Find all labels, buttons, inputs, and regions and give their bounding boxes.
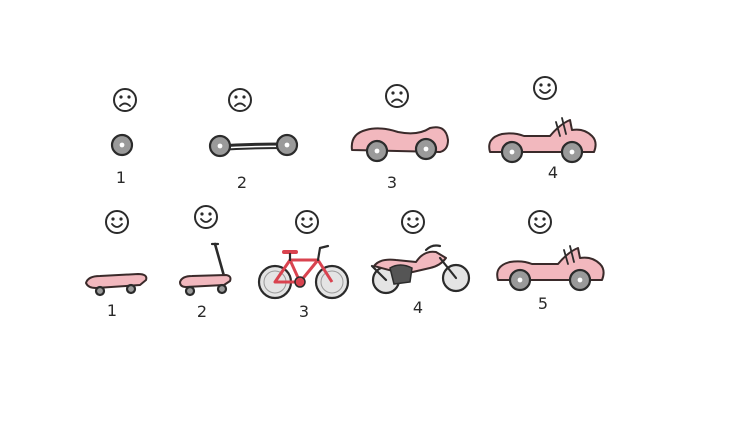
wheel-icon <box>110 133 134 157</box>
motorcycle-icon <box>370 244 471 295</box>
step-label: 4 <box>548 163 558 182</box>
happy-face-icon <box>401 210 425 234</box>
happy-face-icon <box>295 210 319 234</box>
car-icon <box>489 118 595 162</box>
step-label: 1 <box>116 168 126 187</box>
car-icon <box>497 246 603 290</box>
car-body-icon <box>350 126 449 163</box>
top-step-1: 1 <box>110 88 137 187</box>
axle-icon <box>208 133 299 158</box>
step-label: 5 <box>538 294 548 313</box>
happy-face-icon <box>533 76 557 100</box>
step-label: 1 <box>107 301 117 320</box>
step-label: 3 <box>299 302 309 321</box>
step-label: 4 <box>413 298 423 317</box>
top-step-2: 2 <box>208 88 299 192</box>
top-step-3: 3 <box>350 84 449 192</box>
bottom-step-5: 5 <box>497 210 603 313</box>
bottom-step-3: 3 <box>257 210 350 321</box>
sad-face-icon <box>228 88 252 112</box>
step-label: 2 <box>237 173 247 192</box>
happy-face-icon <box>194 205 218 229</box>
skateboard-icon <box>85 273 148 297</box>
bottom-step-2: 2 <box>179 205 232 321</box>
sad-face-icon <box>113 88 137 112</box>
scooter-icon <box>179 242 232 297</box>
happy-face-icon <box>105 210 129 234</box>
bottom-step-4: 4 <box>370 210 471 317</box>
sad-face-icon <box>385 84 409 108</box>
step-label: 3 <box>387 173 397 192</box>
step-label: 2 <box>197 302 207 321</box>
bicycle-icon <box>257 244 350 300</box>
bottom-step-1: 1 <box>85 210 148 320</box>
top-step-4: 4 <box>489 76 595 182</box>
happy-face-icon <box>528 210 552 234</box>
